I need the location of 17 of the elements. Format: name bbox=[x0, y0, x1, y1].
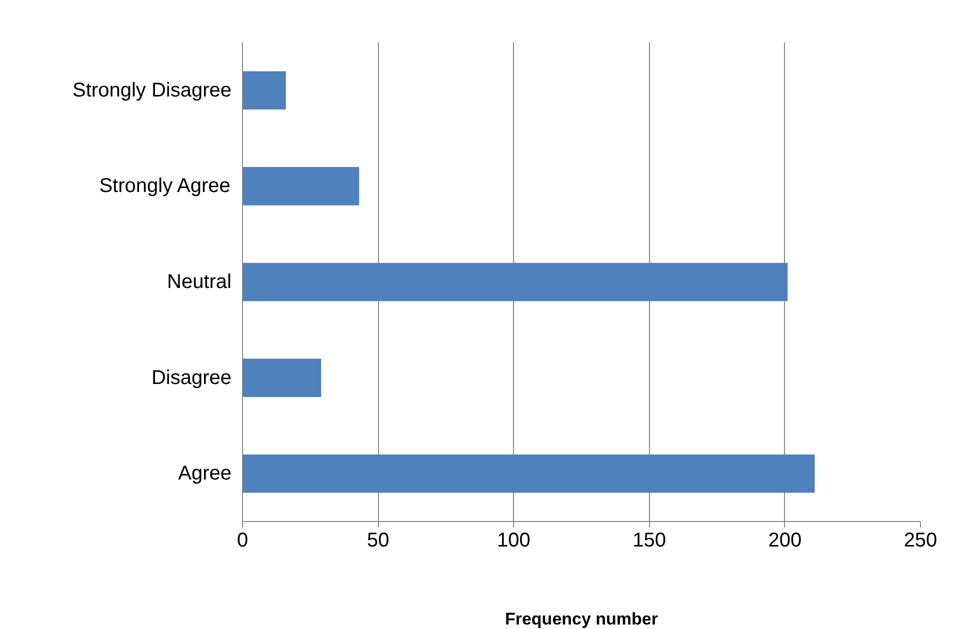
x-axis-title: Frequency number bbox=[504, 610, 658, 628]
x-tick-label: 250 bbox=[904, 530, 938, 552]
x-tick-label: 200 bbox=[768, 530, 802, 552]
y-tick-label: Disagree bbox=[151, 366, 232, 389]
x-tick-label: 150 bbox=[632, 530, 666, 552]
x-tick-label: 50 bbox=[366, 530, 390, 552]
x-tick-label: 0 bbox=[236, 530, 248, 552]
bar bbox=[242, 262, 788, 302]
bar bbox=[242, 71, 286, 110]
bar bbox=[242, 167, 360, 206]
bar bbox=[242, 454, 815, 493]
x-tick-label: 100 bbox=[497, 530, 530, 552]
y-tick-label: Neutral bbox=[167, 271, 232, 293]
y-tick-label: Strongly Disagree bbox=[72, 79, 232, 102]
bar bbox=[242, 358, 322, 397]
y-tick-label: Strongly Agree bbox=[99, 175, 230, 198]
y-tick-label: Agree bbox=[178, 462, 232, 485]
